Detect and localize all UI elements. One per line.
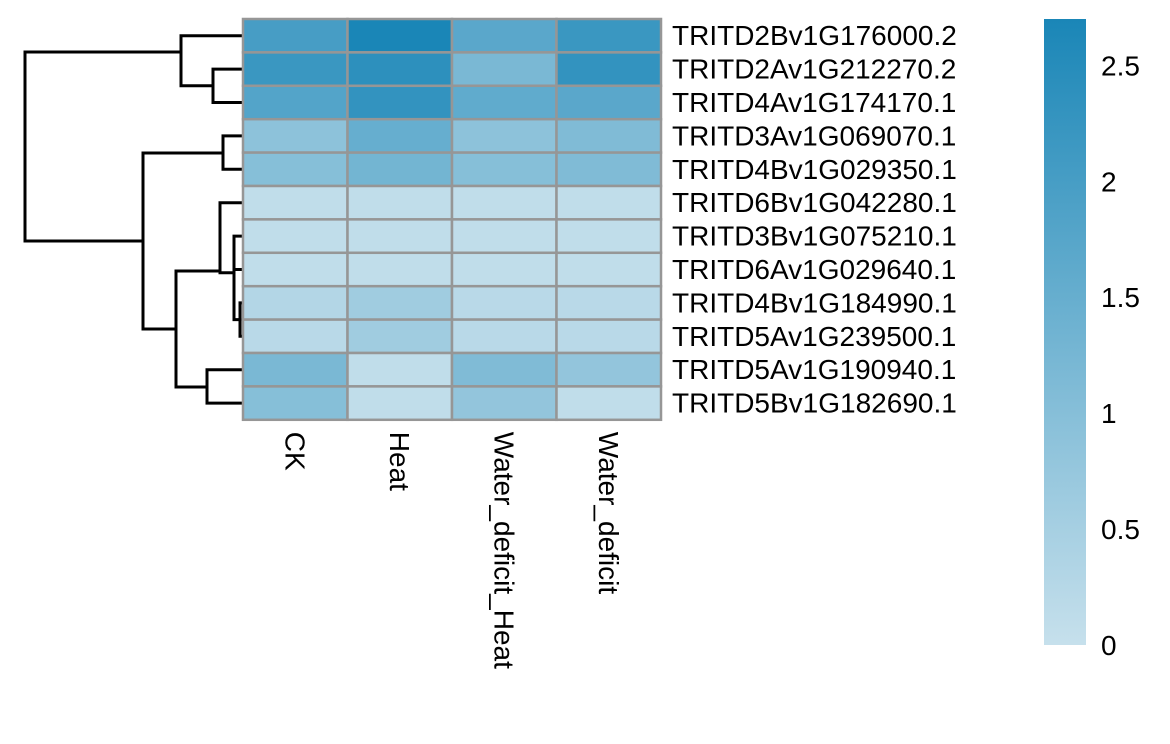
column-label: Water_deficit bbox=[593, 432, 624, 595]
heatmap-cell bbox=[241, 51, 349, 88]
legend-tick-label: 1 bbox=[1101, 398, 1117, 429]
legend-color-bar bbox=[1044, 19, 1086, 645]
heatmap-cell bbox=[555, 151, 663, 188]
heatmap-cell bbox=[450, 51, 558, 88]
dendrogram-branch bbox=[218, 201, 243, 275]
heatmap-cell bbox=[450, 218, 558, 255]
column-label: Heat bbox=[384, 432, 415, 491]
heatmap-cell bbox=[346, 151, 454, 188]
heatmap-cell bbox=[241, 84, 349, 121]
row-label: TRITD6Bv1G042280.1 bbox=[672, 187, 957, 218]
dendrogram-branch bbox=[211, 67, 243, 104]
heatmap-cell bbox=[346, 351, 454, 388]
heatmap-cell bbox=[241, 218, 349, 255]
heatmap-cell bbox=[241, 151, 349, 188]
heatmap-cell bbox=[346, 284, 454, 321]
heatmap-cell bbox=[346, 17, 454, 54]
heatmap-cell bbox=[241, 117, 349, 154]
heatmap-cell bbox=[450, 351, 558, 388]
heatmap-cell bbox=[346, 218, 454, 255]
column-label: Water_deficit_Heat bbox=[488, 432, 519, 669]
dendrogram-branch bbox=[205, 368, 243, 405]
heatmap-cell bbox=[346, 51, 454, 88]
heatmap-cell bbox=[555, 117, 663, 154]
heatmap-cell bbox=[241, 351, 349, 388]
dendrogram-branch bbox=[232, 268, 243, 322]
heatmap-cell bbox=[241, 284, 349, 321]
heatmap-cell bbox=[555, 84, 663, 121]
heatmap-cell bbox=[450, 318, 558, 355]
heatmap-cell bbox=[241, 17, 349, 54]
heatmap-cell bbox=[346, 117, 454, 154]
heatmap-cell bbox=[346, 251, 454, 288]
heatmap-cell bbox=[450, 84, 558, 121]
dendrogram-branch bbox=[23, 50, 181, 243]
heatmap-cell bbox=[555, 218, 663, 255]
dendrogram-branch bbox=[141, 151, 223, 331]
row-label: TRITD4Bv1G184990.1 bbox=[672, 287, 957, 318]
dendrogram-branch bbox=[221, 134, 243, 171]
row-label: TRITD5Bv1G182690.1 bbox=[672, 388, 957, 419]
column-labels: CK Heat Water_deficit_Heat Water_deficit bbox=[279, 432, 624, 669]
heatmap-cell bbox=[555, 284, 663, 321]
row-label: TRITD4Av1G174170.1 bbox=[672, 87, 956, 118]
heatmap-cell bbox=[450, 284, 558, 321]
heatmap-cell bbox=[241, 184, 349, 221]
row-label: TRITD3Av1G069070.1 bbox=[672, 120, 956, 151]
legend-tick-label: 0 bbox=[1101, 630, 1117, 661]
dendrogram-branch bbox=[179, 34, 243, 88]
legend-tick-labels: 0 0.5 1 1.5 2 2.5 bbox=[1101, 50, 1140, 661]
row-label: TRITD6Av1G029640.1 bbox=[672, 254, 956, 285]
legend-tick-label: 0.5 bbox=[1101, 514, 1140, 545]
heatmap-cell bbox=[346, 184, 454, 221]
legend-tick-label: 2.5 bbox=[1101, 50, 1140, 81]
heatmap-cell bbox=[450, 17, 558, 54]
column-label: CK bbox=[279, 432, 310, 471]
heatmap-cell bbox=[555, 351, 663, 388]
heatmap-cell bbox=[450, 251, 558, 288]
row-labels: TRITD2Bv1G176000.2TRITD2Av1G212270.2TRIT… bbox=[672, 20, 957, 418]
heatmap-cell bbox=[450, 184, 558, 221]
heatmap-cell bbox=[555, 184, 663, 221]
heatmap-cell bbox=[555, 385, 663, 422]
heatmap-cell bbox=[450, 385, 558, 422]
heatmap-cell bbox=[450, 117, 558, 154]
legend-tick-label: 1.5 bbox=[1101, 282, 1140, 313]
legend-tick-label: 2 bbox=[1101, 166, 1117, 197]
row-label: TRITD5Av1G239500.1 bbox=[672, 321, 956, 352]
heatmap-cell bbox=[346, 318, 454, 355]
row-label: TRITD2Bv1G176000.2 bbox=[672, 20, 957, 51]
color-legend: 0 0.5 1 1.5 2 2.5 bbox=[1044, 19, 1140, 661]
heatmap-cell bbox=[555, 318, 663, 355]
row-label: TRITD5Av1G190940.1 bbox=[672, 354, 956, 385]
heatmap-cell bbox=[555, 251, 663, 288]
heatmap-cell bbox=[346, 385, 454, 422]
heatmap-cells bbox=[241, 17, 663, 422]
heatmap-cell bbox=[241, 251, 349, 288]
row-label: TRITD3Bv1G075210.1 bbox=[672, 221, 957, 252]
heatmap-cell bbox=[450, 151, 558, 188]
row-label: TRITD2Av1G212270.2 bbox=[672, 54, 956, 85]
heatmap-cell bbox=[555, 51, 663, 88]
row-dendrogram bbox=[23, 34, 243, 405]
heatmap-cell bbox=[346, 84, 454, 121]
dendrogram-branch bbox=[232, 234, 243, 270]
heatmap-cell bbox=[555, 17, 663, 54]
heatmap-cell bbox=[241, 318, 349, 355]
heatmap-cell bbox=[241, 385, 349, 422]
row-label: TRITD4Bv1G029350.1 bbox=[672, 154, 957, 185]
